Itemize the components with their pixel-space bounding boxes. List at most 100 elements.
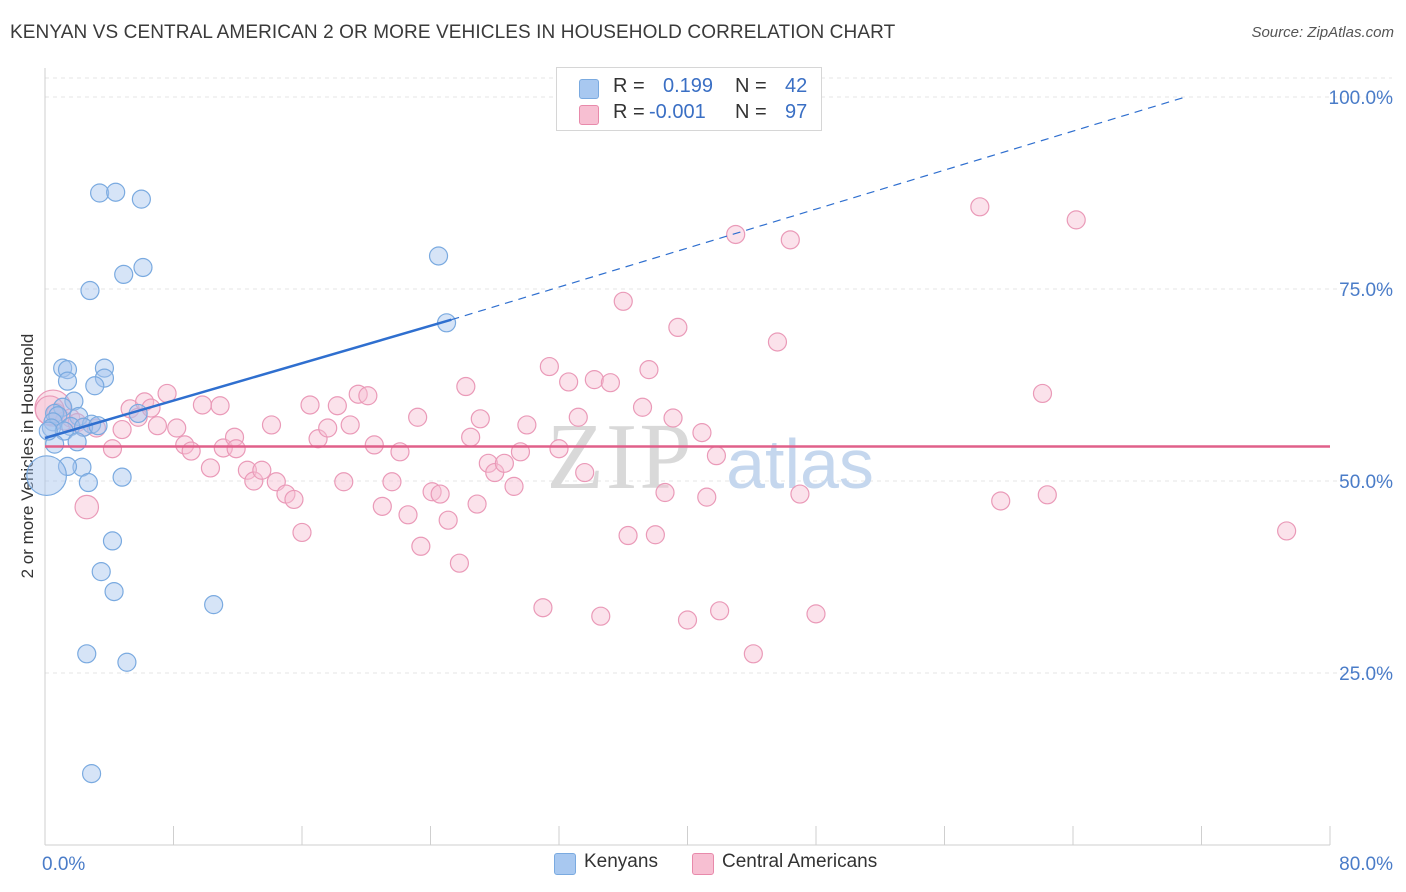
kenyan-point (104, 581, 124, 602)
central-american-point (677, 610, 698, 630)
kenyan-point (64, 391, 84, 411)
kenyans-trend-extension (451, 96, 1186, 321)
axes (44, 68, 1331, 846)
central-american-point (692, 423, 712, 443)
central-american-point (559, 372, 579, 392)
kenyan-point (81, 764, 102, 784)
n-value: 97 (785, 101, 808, 123)
central-american-point (504, 476, 524, 496)
central-american-point (292, 522, 312, 543)
central-americans-points (34, 197, 1297, 664)
kenyan-point (91, 562, 111, 582)
central-american-point (991, 491, 1011, 511)
central-american-point (348, 384, 368, 404)
trend-lines (44, 96, 1330, 448)
kenyan-point (80, 280, 100, 301)
central-american-point (261, 415, 282, 435)
kenyans-swatch (579, 79, 599, 99)
central-american-point (200, 458, 221, 478)
central-american-point (710, 601, 730, 621)
central-american-point (584, 370, 604, 390)
central-american-point (318, 418, 338, 438)
n-label: N = (735, 75, 767, 97)
central-american-point (252, 460, 272, 480)
central-american-point (449, 553, 470, 573)
n-value: 42 (785, 75, 808, 97)
central-american-point (632, 397, 653, 417)
central-american-point (372, 496, 392, 516)
central-american-point (494, 453, 514, 473)
kenyan-point (78, 472, 98, 493)
x-tick-label: 0.0% (42, 854, 85, 875)
kenyan-point (204, 595, 224, 615)
central-american-point (743, 644, 763, 664)
legend-row-kenyans: R = 0.199 N = 42 (557, 73, 821, 101)
kenyan-point (133, 257, 153, 278)
kenyan-point (54, 421, 74, 441)
central-american-point (284, 489, 304, 510)
chart-source: Source: ZipAtlas.com (1251, 24, 1394, 41)
kenyans-points (26, 182, 457, 784)
central-american-point (340, 415, 360, 435)
central-americans-swatch (692, 853, 714, 875)
kenyan-point (57, 456, 78, 477)
central-american-point (517, 415, 537, 435)
central-american-point (237, 460, 257, 480)
central-american-point (639, 360, 659, 380)
central-american-point (167, 418, 187, 438)
central-american-point (308, 429, 328, 449)
central-american-point (327, 396, 347, 416)
kenyans-label: Kenyans (584, 851, 658, 872)
kenyan-point (77, 644, 97, 664)
central-american-point (411, 536, 431, 556)
r-label: R = (613, 101, 645, 123)
central-american-point (382, 472, 402, 492)
central-american-point (600, 373, 621, 393)
central-american-point (697, 487, 717, 507)
chart-title: KENYAN VS CENTRAL AMERICAN 2 OR MORE VEH… (10, 22, 896, 43)
central-americans-label: Central Americans (722, 851, 878, 872)
central-american-point (668, 317, 688, 337)
kenyan-point (106, 182, 126, 202)
central-american-point (767, 332, 788, 352)
central-american-point (181, 441, 201, 461)
central-american-point (226, 439, 246, 459)
central-american-point (806, 604, 826, 624)
central-american-point (1066, 210, 1086, 230)
kenyan-point (67, 432, 87, 452)
r-label: R = (613, 75, 645, 97)
kenyan-point (57, 371, 78, 391)
kenyans-swatch (554, 853, 576, 875)
central-american-point (398, 505, 418, 525)
central-american-point (470, 409, 490, 429)
central-american-point (74, 494, 100, 520)
central-american-point (970, 197, 990, 217)
central-american-point (1037, 485, 1057, 505)
central-american-point (1277, 521, 1297, 541)
central-american-point (1032, 383, 1053, 404)
central-american-point (364, 435, 384, 455)
kenyan-point (94, 358, 115, 378)
central-american-point (706, 446, 727, 466)
kenyan-point (112, 467, 132, 487)
legend-row-central-americans: R = -0.001 N = 97 (557, 99, 821, 127)
y-tick-label: 75.0% (1339, 280, 1393, 301)
central-american-point (244, 471, 264, 491)
kenyan-point (88, 416, 108, 436)
central-american-point (438, 510, 458, 530)
r-value: 0.199 (663, 75, 714, 97)
central-american-point (300, 395, 320, 415)
central-american-point (591, 606, 611, 626)
kenyan-point (94, 368, 115, 388)
central-american-point (780, 230, 800, 250)
y-tick-label: 100.0% (1329, 88, 1394, 109)
central-american-point (358, 386, 378, 406)
central-american-point (147, 416, 168, 436)
central-american-point (726, 224, 746, 245)
central-american-point (461, 427, 481, 447)
kenyan-point (57, 360, 78, 380)
central-american-point (790, 484, 810, 504)
kenyan-point (428, 246, 449, 266)
central-american-point (568, 407, 588, 427)
